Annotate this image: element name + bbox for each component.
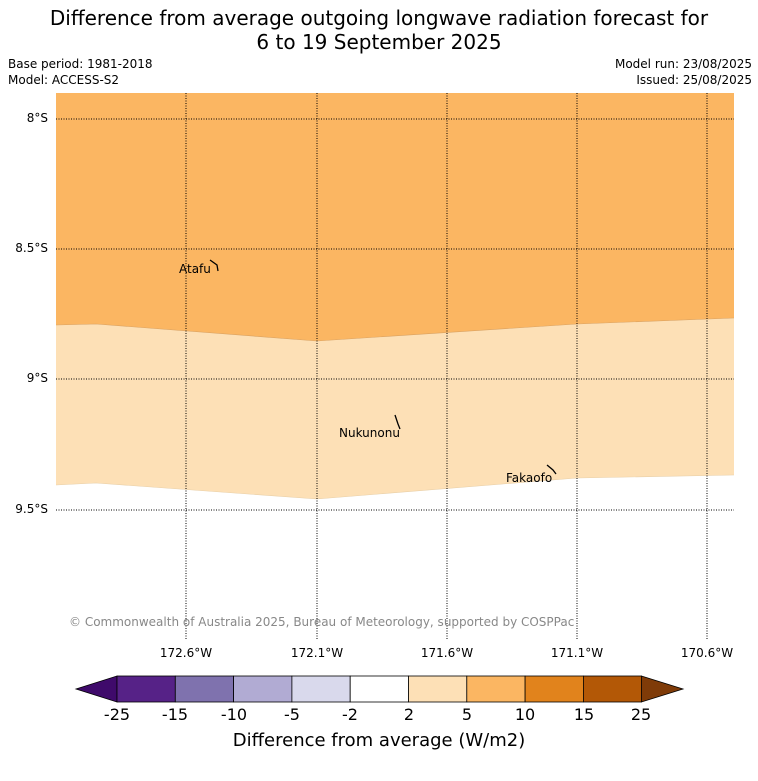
lon-label-172-6w: 172.6°W xyxy=(159,646,213,660)
place-nukunonu: Nukunonu xyxy=(339,426,400,440)
colorbar-swatch xyxy=(466,675,526,703)
lat-label-8-5s: 8.5°S xyxy=(15,241,48,255)
lat-label-8s: 8°S xyxy=(26,111,48,125)
colorbar-swatch xyxy=(524,675,584,703)
title-line-1: Difference from average outgoing longwav… xyxy=(49,6,709,30)
colorbar-extend-left xyxy=(74,675,118,703)
issued-date: Issued: 25/08/2025 xyxy=(636,73,752,87)
colorbar-swatch xyxy=(233,675,293,703)
lon-label-172-1w: 172.1°W xyxy=(290,646,344,660)
map-title: Difference from average outgoing longwav… xyxy=(0,6,758,54)
lon-label-170-6w: 170.6°W xyxy=(680,646,734,660)
colorbar-tick: 5 xyxy=(461,705,473,724)
colorbar-label: Difference from average (W/m2) xyxy=(232,730,526,751)
colorbar-tick: -10 xyxy=(220,705,248,724)
colorbar-extend-right xyxy=(641,675,685,703)
colorbar-tick: -5 xyxy=(284,705,300,724)
lat-label-9-5s: 9.5°S xyxy=(15,502,48,516)
colorbar-tick: -15 xyxy=(161,705,189,724)
colorbar-tick: -2 xyxy=(342,705,358,724)
colorbar xyxy=(74,675,685,703)
fakaofo-island xyxy=(546,464,557,475)
copyright-notice: © Commonwealth of Australia 2025, Bureau… xyxy=(69,615,574,629)
model-run: Model run: 23/08/2025 xyxy=(614,57,752,71)
meta-right: Model run: 23/08/2025 Issued: 25/08/2025 xyxy=(615,56,752,88)
nukunonu-island xyxy=(394,414,401,430)
lon-label-171-1w: 171.1°W xyxy=(550,646,604,660)
band-2-to-5 xyxy=(56,318,734,499)
lon-label-171-6w: 171.6°W xyxy=(420,646,474,660)
colorbar-swatch xyxy=(291,675,351,703)
place-atafu: Atafu xyxy=(179,262,211,276)
graticule xyxy=(56,93,734,640)
band-5-to-10 xyxy=(56,93,734,341)
atafu-island xyxy=(209,259,219,272)
lat-label-9s: 9°S xyxy=(26,371,48,385)
title-line-2: 6 to 19 September 2025 xyxy=(256,30,502,54)
colorbar-swatch xyxy=(408,675,468,703)
meta-left: Base period: 1981-2018 Model: ACCESS-S2 xyxy=(8,56,153,88)
colorbar-tick: -25 xyxy=(103,705,131,724)
colorbar-swatch xyxy=(583,675,642,703)
place-fakaofo: Fakaofo xyxy=(506,471,552,485)
colorbar-swatch xyxy=(174,675,235,703)
colorbar-swatch xyxy=(116,675,176,703)
colorbar-tick: 10 xyxy=(514,705,536,724)
colorbar-tick: 25 xyxy=(630,705,652,724)
model-name: Model: ACCESS-S2 xyxy=(8,73,120,87)
base-period: Base period: 1981-2018 xyxy=(8,57,153,71)
colorbar-swatch xyxy=(349,675,409,703)
colorbar-tick: 15 xyxy=(573,705,595,724)
colorbar-tick: 2 xyxy=(403,705,415,724)
